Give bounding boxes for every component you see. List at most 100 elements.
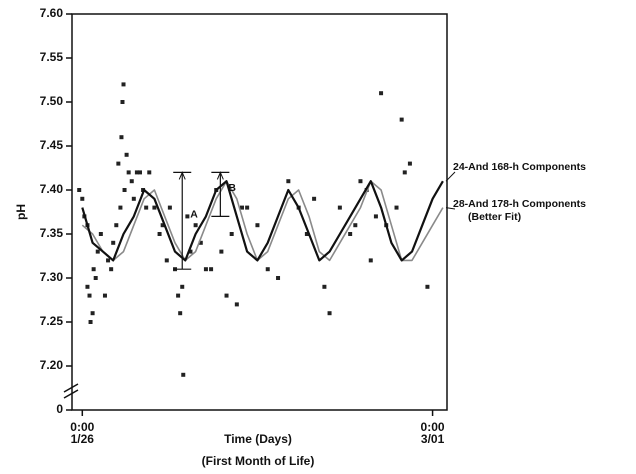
data-point <box>80 196 85 201</box>
data-point <box>407 161 412 166</box>
data-point <box>116 161 121 166</box>
data-point <box>224 293 229 298</box>
data-point <box>399 117 404 122</box>
data-point <box>109 267 114 272</box>
y-tick-label: 7.30 <box>40 270 64 284</box>
data-point <box>234 302 239 307</box>
data-point <box>180 284 185 289</box>
data-point <box>198 240 203 245</box>
data-point <box>229 232 234 236</box>
data-point <box>126 170 131 175</box>
range-label: A <box>190 209 198 221</box>
data-point <box>203 267 208 272</box>
y-tick-label: 7.35 <box>40 226 64 240</box>
series-note: (Better Fit) <box>468 211 521 223</box>
data-point <box>164 258 169 263</box>
series-label: 24-And 168-h Components <box>453 161 586 173</box>
data-point <box>209 267 214 272</box>
x-tick-label: 0:00 <box>70 420 94 434</box>
data-point <box>368 258 373 263</box>
data-point <box>304 232 309 236</box>
x-axis-sublabel: (First Month of Life) <box>202 454 315 468</box>
data-point <box>353 223 358 228</box>
data-point <box>120 100 125 104</box>
data-point <box>185 214 190 219</box>
data-point <box>276 276 281 280</box>
data-point <box>106 258 111 263</box>
y-tick-label: 7.25 <box>40 314 64 328</box>
range-label: B <box>228 182 236 194</box>
data-point <box>157 232 162 236</box>
data-point <box>348 232 353 236</box>
x-axis-label: Time (Days) <box>224 432 292 446</box>
x-tick-date: 3/01 <box>421 432 445 446</box>
series-pointer <box>445 171 456 182</box>
data-point <box>193 223 198 228</box>
data-point <box>322 284 327 289</box>
y-tick-label: 7.20 <box>40 358 64 372</box>
y-tick-label: 7.50 <box>40 94 64 108</box>
data-point <box>245 205 250 210</box>
y-tick-label: 0 <box>56 402 63 416</box>
data-point <box>144 205 149 210</box>
y-tick-label: 7.60 <box>40 6 64 20</box>
data-point <box>111 240 116 245</box>
series-line <box>81 180 444 262</box>
x-tick-label: 0:00 <box>421 420 445 434</box>
data-point <box>93 276 98 280</box>
data-point <box>181 372 186 377</box>
data-point <box>358 179 363 184</box>
data-point <box>102 293 107 298</box>
data-point <box>121 82 126 87</box>
data-point <box>87 293 92 298</box>
arrow-head <box>178 171 186 180</box>
data-point <box>160 223 165 228</box>
axis-break <box>63 383 79 399</box>
data-point <box>131 196 136 201</box>
data-point <box>167 205 172 210</box>
plot-frame <box>71 13 448 411</box>
y-tick-label: 7.55 <box>40 50 64 64</box>
data-point <box>137 170 142 175</box>
y-tick-label: 7.40 <box>40 182 64 196</box>
arrow-head <box>216 171 224 180</box>
data-point <box>152 205 157 210</box>
data-point <box>188 249 193 254</box>
y-tick-label: 7.45 <box>40 138 64 152</box>
data-point <box>147 170 152 175</box>
data-point <box>118 205 123 210</box>
data-point <box>255 223 260 228</box>
data-point <box>265 267 270 272</box>
series-line <box>81 180 444 262</box>
data-point <box>312 196 317 201</box>
data-point <box>134 170 139 175</box>
x-tick-date: 1/26 <box>71 432 95 446</box>
data-point <box>178 311 183 316</box>
data-point <box>77 188 82 192</box>
data-point <box>379 91 384 96</box>
data-point <box>402 170 407 175</box>
data-point <box>394 205 399 210</box>
data-point <box>88 320 93 324</box>
data-point <box>98 232 103 236</box>
data-point <box>95 249 100 254</box>
data-point <box>219 249 224 254</box>
y-axis-label: pH <box>14 204 28 220</box>
data-point <box>85 284 90 289</box>
data-point <box>122 188 127 192</box>
data-point <box>337 205 342 210</box>
data-point <box>239 205 244 210</box>
series-pointer <box>445 207 456 210</box>
data-point <box>176 293 181 298</box>
data-point <box>129 179 134 184</box>
data-point <box>286 179 291 184</box>
data-point <box>90 311 95 316</box>
data-point <box>373 214 378 219</box>
data-point <box>91 267 96 272</box>
data-point <box>114 223 119 228</box>
data-point <box>119 135 124 140</box>
series-label: 28-And 178-h Components <box>453 198 586 210</box>
data-point <box>327 311 332 316</box>
data-point <box>425 284 430 289</box>
